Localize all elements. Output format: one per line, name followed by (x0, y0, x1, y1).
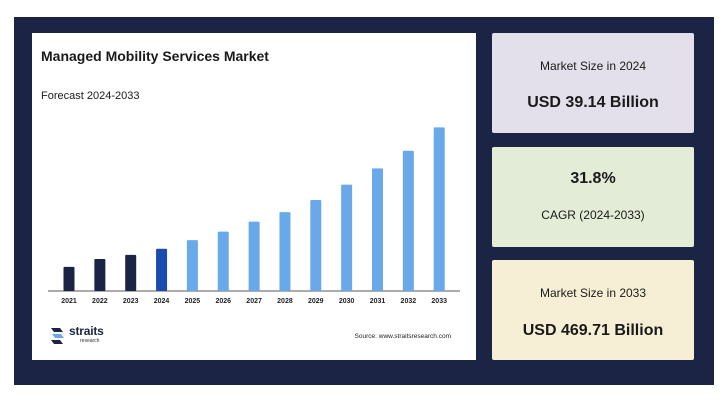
bar-2026 (217, 231, 229, 291)
cagr-card: 31.8% CAGR (2024-2033) (492, 147, 694, 247)
logo-name: straits (69, 324, 104, 338)
bar-2027 (248, 221, 260, 291)
chart-title: Managed Mobility Services Market (41, 48, 269, 64)
market-size-2024-label: Market Size in 2024 (539, 59, 647, 73)
cagr-label: CAGR (2024-2033) (541, 208, 645, 222)
x-tick-label-2033: 2033 (431, 298, 447, 305)
x-tick-label-2032: 2032 (401, 298, 417, 305)
market-size-2033-card: Market Size in 2033 USD 469.71 Billion (492, 260, 694, 360)
x-tick-label-2031: 2031 (370, 298, 386, 305)
market-size-2024-value: USD 39.14 Billion (527, 94, 659, 111)
x-tick-label-2028: 2028 (277, 298, 293, 305)
x-tick-label-2026: 2026 (215, 298, 231, 305)
market-size-2033-label: Market Size in 2033 (539, 286, 647, 300)
bar-2031 (372, 168, 383, 291)
source-note: Source: www.straitsresearch.com (354, 333, 451, 340)
cagr-value: 31.8% (570, 170, 616, 187)
bar-chart: 2021 2022 2023 2024 2025 2026 2027 2028 2029 2030… (48, 127, 460, 305)
chart-subtitle: Forecast 2024-2033 (41, 90, 140, 102)
x-tick-label-2025: 2025 (185, 298, 201, 305)
market-size-2024-card: Market Size in 2024 USD 39.14 Billion (492, 33, 694, 133)
bar-2028 (279, 212, 291, 291)
bar-2025 (186, 240, 198, 291)
x-tick-label-2023: 2023 (123, 298, 139, 305)
straits-research-logo: straits research (49, 324, 129, 348)
x-tick-label-2021: 2021 (61, 298, 77, 305)
chart-panel: Managed Mobility Services Market Forecas… (32, 33, 476, 360)
bar-2021 (63, 266, 75, 291)
x-tick-label-2022: 2022 (92, 298, 108, 305)
x-tick-label-2024: 2024 (154, 298, 170, 305)
bar-2023 (125, 254, 137, 291)
x-tick-label-2027: 2027 (246, 298, 262, 305)
bar-2022 (94, 258, 106, 291)
x-tick-label-2030: 2030 (339, 298, 355, 305)
market-size-2033-value: USD 469.71 Billion (522, 322, 664, 339)
logo-subtitle: research (80, 338, 100, 344)
logo-mark-icon (51, 328, 64, 344)
bar-2024 (156, 248, 168, 291)
bar-2030 (341, 184, 353, 291)
bar-2033 (433, 127, 445, 291)
x-tick-label-2029: 2029 (308, 298, 324, 305)
bar-2029 (310, 200, 322, 291)
bar-2032 (402, 150, 414, 291)
